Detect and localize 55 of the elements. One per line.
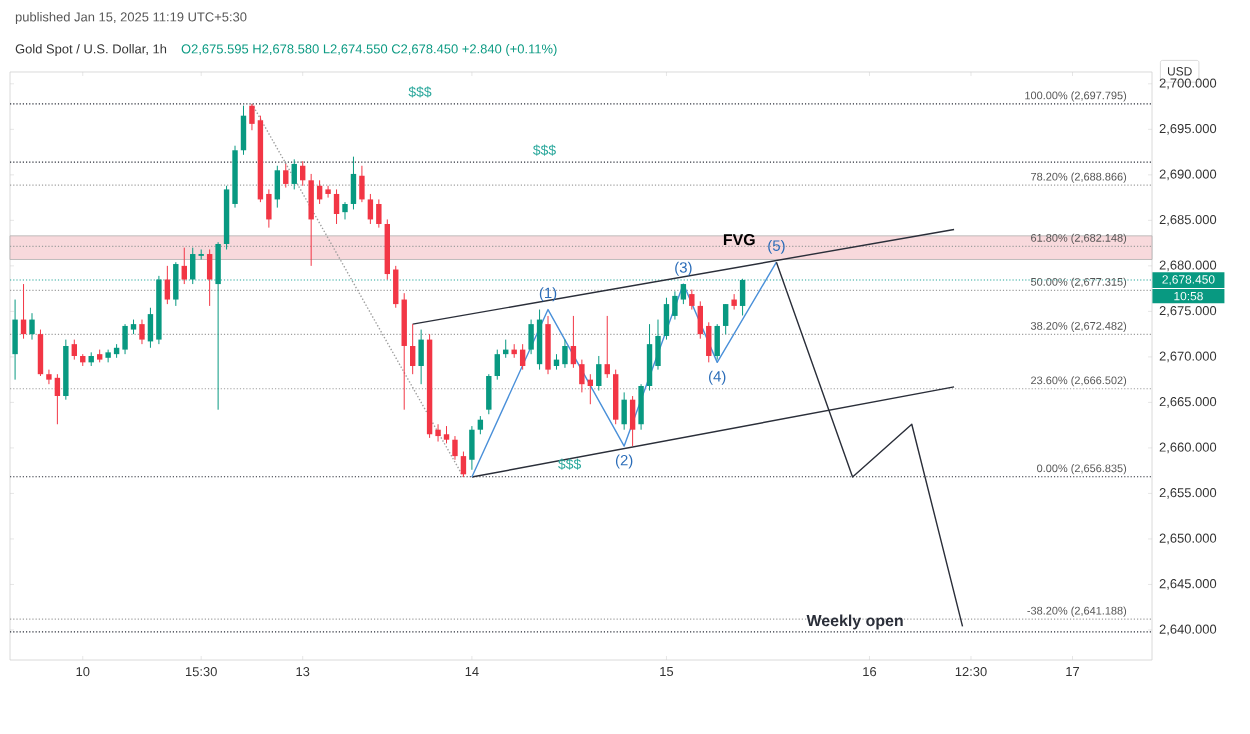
candlestick xyxy=(579,359,585,393)
candlestick xyxy=(342,201,348,220)
candlestick xyxy=(409,323,416,375)
candlestick xyxy=(562,339,568,369)
candlestick xyxy=(29,312,35,341)
candlestick xyxy=(452,435,458,461)
candlestick xyxy=(164,265,171,305)
candlestick xyxy=(190,247,196,285)
candlestick xyxy=(739,278,746,316)
candlestick xyxy=(12,299,18,381)
candlestick xyxy=(604,315,610,379)
candlestick xyxy=(181,247,187,285)
candlestick xyxy=(139,319,145,345)
candlestick xyxy=(308,173,314,267)
candlestick xyxy=(460,451,467,478)
candlestick xyxy=(545,315,551,375)
candlestick xyxy=(173,261,179,307)
candlestick xyxy=(215,241,221,411)
candlestick xyxy=(418,329,424,385)
candlestick xyxy=(291,158,297,190)
candlestick xyxy=(494,349,500,381)
candlestick xyxy=(325,185,331,199)
candlestick xyxy=(54,373,61,425)
candlestick xyxy=(486,373,492,415)
candlestick xyxy=(401,292,407,411)
candlestick xyxy=(37,329,44,377)
candlestick xyxy=(376,198,382,229)
candlestick xyxy=(714,323,720,361)
candlestick xyxy=(638,383,644,431)
candlestick xyxy=(536,309,543,371)
line-series xyxy=(471,261,778,478)
candlestick xyxy=(206,248,213,307)
candlestick xyxy=(469,425,475,471)
candlestick xyxy=(612,369,619,425)
candlestick xyxy=(359,165,365,203)
candlestick xyxy=(663,297,670,341)
candlestick xyxy=(477,415,484,435)
candlestick xyxy=(646,323,653,392)
candlestick xyxy=(570,315,577,369)
candlestick xyxy=(731,293,737,311)
candlestick xyxy=(629,395,636,447)
candlestick xyxy=(621,391,627,431)
candlestick xyxy=(105,349,111,363)
candlestick xyxy=(274,165,281,209)
candlestick xyxy=(350,156,357,210)
candlestick xyxy=(71,339,78,361)
candlestick xyxy=(367,193,374,225)
candlestick xyxy=(596,355,602,392)
candlestick xyxy=(240,105,247,156)
candlestick xyxy=(722,303,729,335)
candlestick xyxy=(519,343,526,371)
candlestick xyxy=(333,188,340,225)
candlestick xyxy=(689,289,695,311)
candlestick xyxy=(283,163,289,189)
candlestick xyxy=(122,323,128,355)
